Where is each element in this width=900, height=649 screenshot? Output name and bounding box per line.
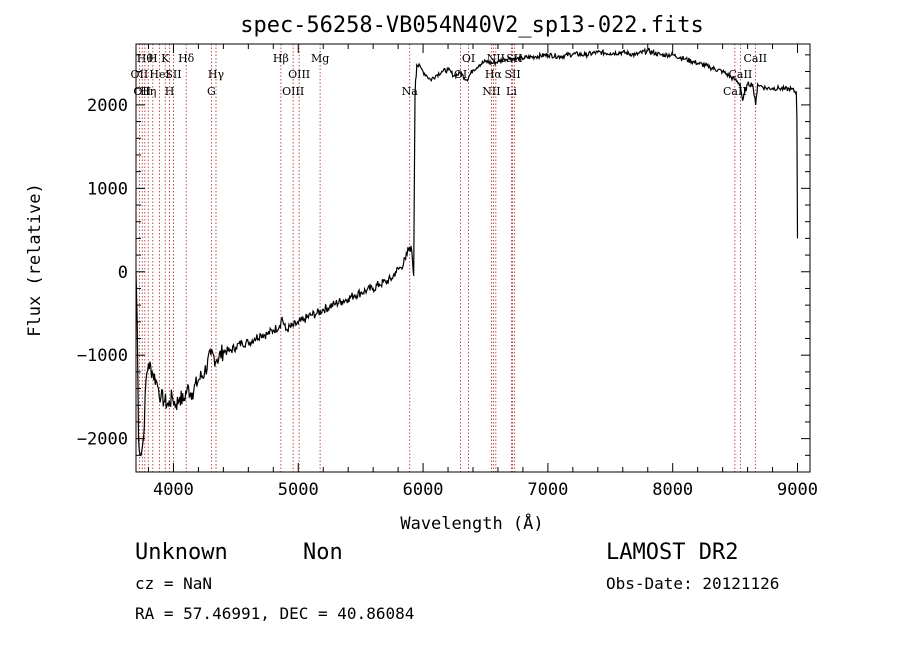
y-tick-label-4: 2000: [87, 96, 128, 116]
line-label-15: Mg: [311, 52, 329, 65]
line-label-10: G: [207, 85, 216, 98]
line-label-3: Hη: [140, 85, 156, 98]
line-label-19: NII: [482, 85, 500, 98]
line-label-8: SII: [165, 68, 181, 81]
object-subclass: Non: [303, 540, 343, 565]
line-label-20: Hα: [485, 68, 503, 81]
obs-date: Obs-Date: 20121126: [606, 574, 779, 593]
line-label-0: OII: [131, 68, 149, 81]
line-label-14: OIII: [288, 68, 310, 81]
y-axis-ticks: −2000 −1000 0 1000 2000: [77, 54, 810, 473]
x-tick-label-3: 7000: [527, 480, 568, 500]
x-axis-ticks: 4000 5000 6000 7000 8000 9000: [147, 44, 818, 500]
redshift-text: cz = NaN: [135, 574, 212, 593]
y-tick-label-3: 1000: [87, 179, 128, 199]
spectrum-series-line: [135, 47, 799, 457]
y-axis-label: Flux (relative): [25, 183, 45, 337]
y-tick-label-1: −1000: [77, 346, 128, 366]
line-label-13: OIII: [282, 85, 304, 98]
line-label-12: Hβ: [273, 52, 289, 65]
line-label-9: Hδ: [178, 52, 195, 65]
x-tick-label-1: 5000: [278, 480, 319, 500]
spectral-line-markers: [138, 44, 756, 472]
coordinates: RA = 57.46991, DEC = 40.86084: [135, 604, 414, 623]
line-label-7: H: [165, 85, 175, 98]
line-label-16: Na: [402, 85, 419, 98]
spectral-line-labels: OIIOIIHθHηHHeIKHSIIHδGHγHβOIIIOIIIMgNaOI…: [131, 52, 768, 98]
line-label-24: Li: [506, 85, 517, 98]
y-tick-label-2: 0: [118, 263, 128, 283]
x-tick-label-4: 8000: [652, 480, 693, 500]
line-label-22: SII: [504, 68, 520, 81]
line-label-11: Hγ: [208, 68, 225, 81]
plot-frame: [135, 43, 811, 473]
x-axis-label: Wavelength (Å): [400, 512, 543, 534]
y-tick-label-0: −2000: [77, 430, 128, 450]
line-label-18: OI: [462, 52, 475, 65]
x-tick-label-5: 9000: [777, 480, 818, 500]
object-class: Unknown: [135, 540, 228, 565]
line-label-4: H: [148, 52, 158, 65]
x-tick-label-0: 4000: [153, 480, 194, 500]
line-label-6: K: [161, 52, 170, 65]
chart-title: spec-56258-VB054N40V2_sp13-022.fits: [240, 13, 704, 38]
line-label-27: CaII: [743, 52, 767, 65]
x-tick-label-2: 6000: [403, 480, 444, 500]
line-label-5: HeI: [149, 68, 169, 81]
survey-name: LAMOST DR2: [606, 540, 738, 565]
